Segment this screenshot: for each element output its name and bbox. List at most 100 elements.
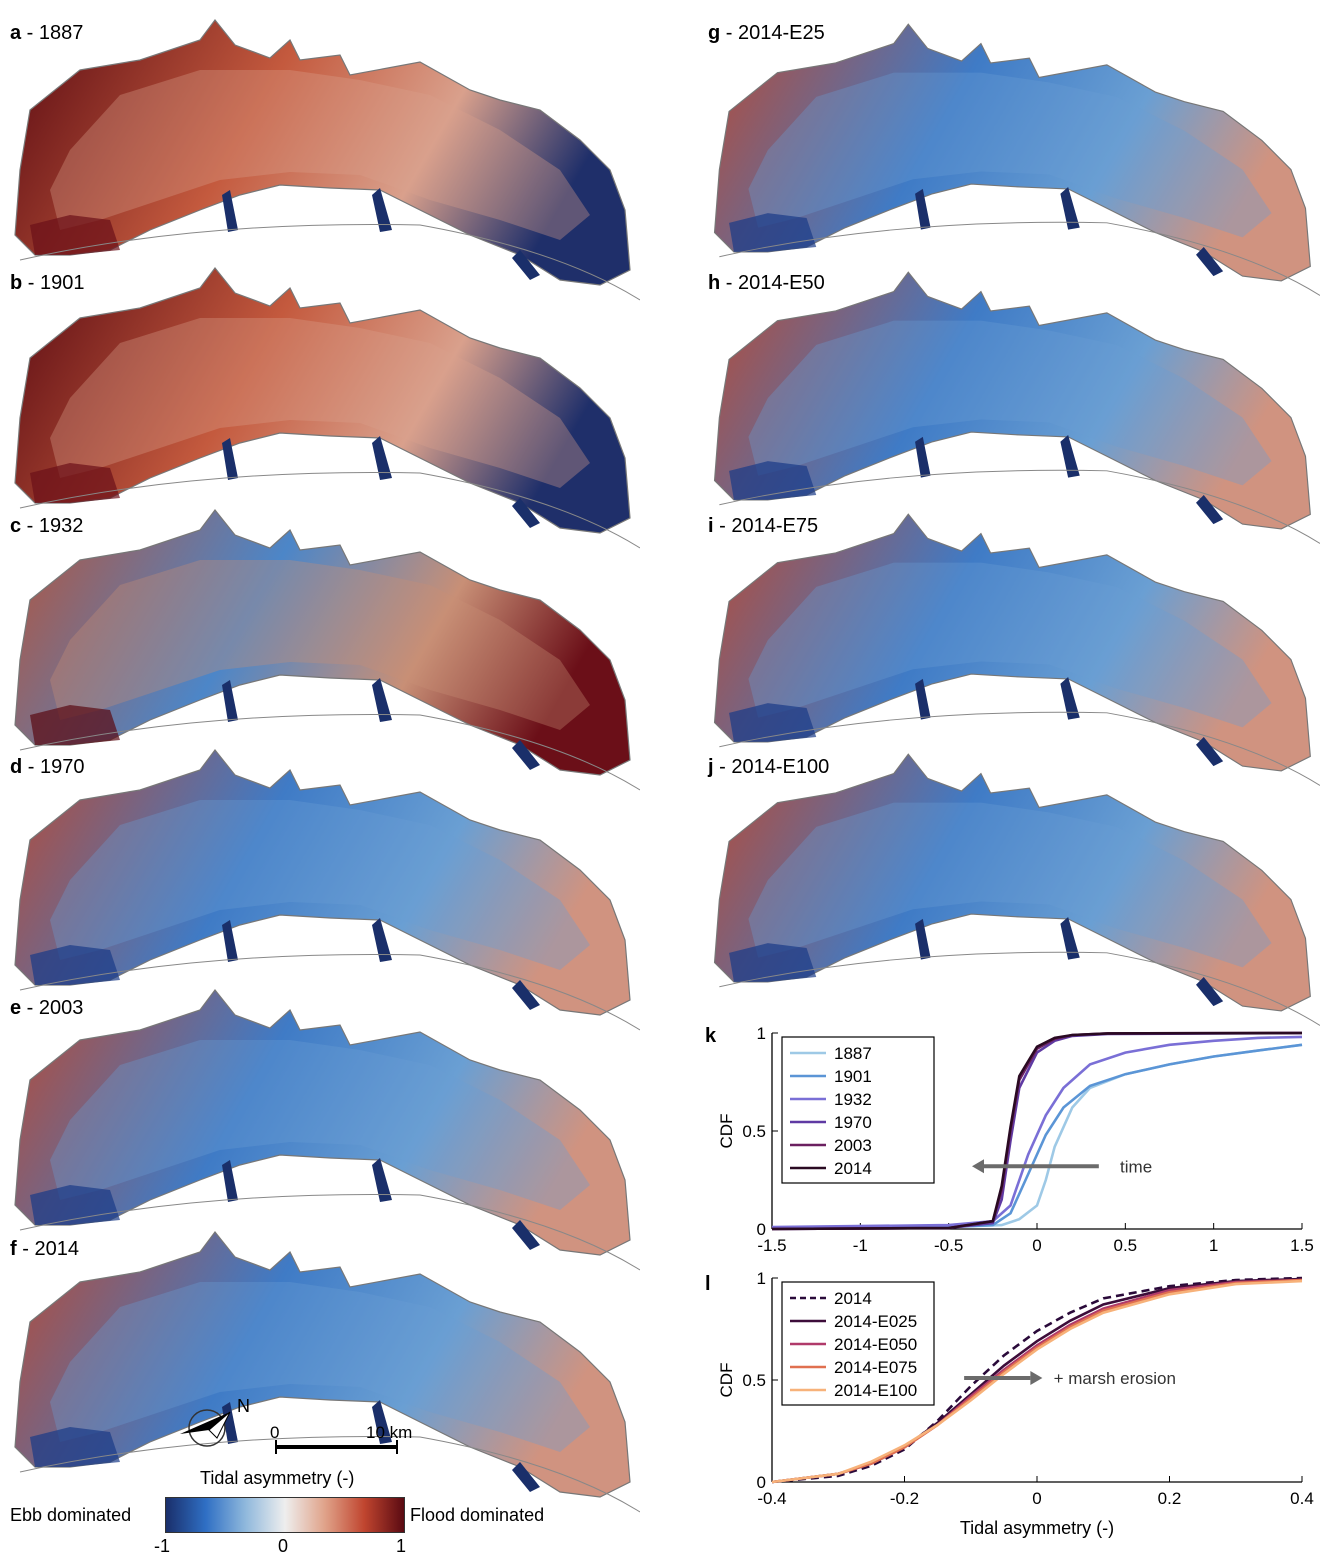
panel-label-j: j - 2014-E100: [708, 756, 830, 778]
colorbar-title: Tidal asymmetry (-): [200, 1468, 355, 1488]
panel-label-l: l: [705, 1273, 711, 1295]
map-f: [14, 1231, 640, 1513]
legend-entry: 2014: [834, 1159, 872, 1178]
inlet-malamocco: [1060, 186, 1080, 230]
legend-entry: 2014-E025: [834, 1312, 917, 1331]
panel-label-c: c - 1932: [10, 515, 84, 537]
inlet-lido: [512, 980, 540, 1010]
panel-label-e: e - 2003: [10, 997, 84, 1019]
legend-entry: 1970: [834, 1113, 872, 1132]
map-c: [14, 509, 640, 791]
y-tick-label: 0: [757, 1220, 766, 1239]
coastline: [19, 1435, 640, 1513]
x-tick-label: -0.4: [757, 1489, 786, 1508]
inlet-lido: [512, 498, 540, 528]
inlet-malamocco: [1060, 434, 1080, 478]
map-d: [14, 749, 640, 1031]
panel-label-d: d - 1970: [10, 756, 85, 778]
coastline: [19, 713, 640, 791]
series-line-2014-E075: [771, 1278, 1303, 1484]
legend-entry: 2003: [834, 1136, 872, 1155]
inlet-malamocco: [1060, 916, 1080, 960]
colorbar-tick-zero: 0: [278, 1536, 289, 1556]
erosion-annotation: + marsh erosion: [1054, 1369, 1176, 1388]
map-g: [713, 23, 1320, 296]
coastline: [719, 221, 1320, 296]
series-line-2014: [771, 1031, 1303, 1231]
series-line-2014-E100: [771, 1279, 1303, 1484]
inlet-lido: [1196, 977, 1224, 1007]
lagoon-shape: [713, 753, 1311, 1012]
map-a: [14, 19, 640, 301]
scale-bar: 0 10 km: [270, 1423, 412, 1454]
legend-entry: 1887: [834, 1044, 872, 1063]
y-tick-label: 0: [757, 1473, 766, 1492]
y-axis-label: CDF: [717, 1114, 736, 1149]
legend-entry: 2014-E100: [834, 1381, 917, 1400]
y-tick-label: 1: [757, 1024, 766, 1043]
panel-label-k: k: [705, 1025, 717, 1047]
inlet-chioggia: [222, 920, 238, 962]
lagoon-inner-shading: [50, 1282, 590, 1452]
lagoon-inner-shading: [50, 560, 590, 730]
legend-box: [781, 1036, 935, 1184]
north-label: N: [237, 1398, 250, 1416]
inlet-lido: [1196, 247, 1224, 277]
lagoon-inner-shading: [50, 70, 590, 240]
coastline: [719, 469, 1320, 544]
inlet-malamocco: [372, 188, 392, 232]
lagoon-shape: [713, 513, 1311, 772]
x-tick-label: 0.2: [1158, 1489, 1182, 1508]
series-line-1901: [771, 1043, 1303, 1230]
inlet-chioggia: [222, 1402, 238, 1444]
inlet-chioggia: [915, 678, 931, 720]
x-tick-label: 0.5: [1114, 1236, 1138, 1255]
lagoon-shape: [713, 23, 1311, 282]
lagoon-inner-shading: [50, 1040, 590, 1210]
y-tick-label: 0.5: [742, 1122, 766, 1141]
inlet-malamocco: [372, 918, 392, 962]
lagoon-inner-shading: [748, 802, 1272, 968]
panel-label-h: h - 2014-E50: [708, 272, 825, 294]
inlet-lido: [512, 250, 540, 280]
x-tick-label: 0.4: [1290, 1489, 1314, 1508]
scalebar-end-label: 10 km: [366, 1423, 412, 1442]
x-axis-label: Tidal asymmetry (-): [960, 1518, 1114, 1538]
inlet-malamocco: [372, 436, 392, 480]
lagoon-shape: [14, 749, 631, 1016]
lagoon-inner-shading: [748, 72, 1272, 238]
inlet-chioggia: [222, 190, 238, 232]
lagoon-shape: [14, 1231, 631, 1498]
panel-label-a: a - 1887: [10, 22, 84, 44]
x-tick-label: -0.2: [890, 1489, 919, 1508]
inlet-chioggia: [915, 918, 931, 960]
time-annotation: time: [1120, 1157, 1152, 1176]
panel-label-g: g - 2014-E25: [708, 22, 825, 44]
inlet-chioggia: [915, 436, 931, 478]
x-tick-label: -0.5: [934, 1236, 963, 1255]
legend-entry: 2014-E075: [834, 1358, 917, 1377]
y-axis-label: CDF: [717, 1363, 736, 1398]
cdf-chart-l: -0.4 -0.2 0 0.2 0.4 0 0.5 1 CDF Tidal asymmetry (…: [705, 1269, 1314, 1538]
lagoon-inner-shading: [50, 800, 590, 970]
inlet-lido: [512, 740, 540, 770]
coastline: [19, 1193, 640, 1271]
colorbar-tick-max: 1: [396, 1536, 407, 1556]
map-h: [713, 271, 1320, 544]
map-j: [713, 753, 1320, 1026]
y-tick-label: 1: [757, 1269, 766, 1288]
time-arrow-head: [972, 1159, 984, 1174]
inlet-chioggia: [222, 438, 238, 480]
colorbar-left-label: Ebb dominated: [10, 1505, 132, 1525]
y-tick-label: 0.5: [742, 1371, 766, 1390]
map-i: [713, 513, 1320, 786]
series-line-2014: [771, 1276, 1303, 1484]
panel-label-f: f - 2014: [10, 1238, 79, 1260]
inlet-lido: [1196, 737, 1224, 767]
inlet-chioggia: [222, 680, 238, 722]
coastline: [19, 471, 640, 549]
erosion-arrow-head: [1030, 1370, 1043, 1385]
colorbar-gradient: [165, 1497, 405, 1533]
legend-entry: 2014: [834, 1289, 872, 1308]
legend-entry: 1901: [834, 1067, 872, 1086]
